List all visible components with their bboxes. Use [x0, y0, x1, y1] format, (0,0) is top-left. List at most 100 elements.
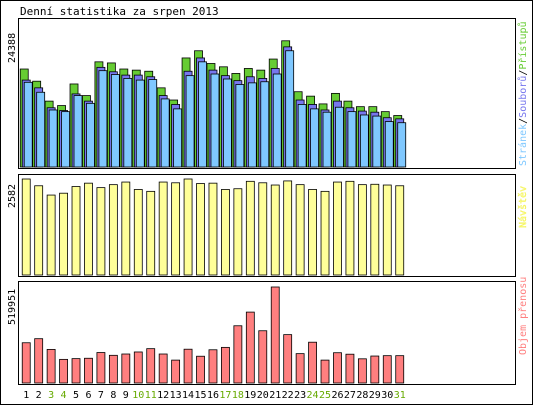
panel-frame-bottom	[18, 281, 516, 385]
x-tick-label: 8	[110, 390, 116, 401]
bar-pages	[310, 108, 319, 168]
bar-volume	[196, 355, 205, 384]
bar-volume	[84, 357, 93, 384]
bar-volume	[121, 353, 131, 384]
bar-visits	[382, 184, 392, 276]
bar-visits	[158, 181, 168, 276]
x-tick-label: 7	[98, 390, 104, 401]
bar-visits	[320, 190, 330, 276]
bar-visits	[146, 190, 156, 276]
bar-visits	[258, 182, 268, 276]
bar-pages	[297, 104, 307, 168]
x-axis-day-labels: 1 2 3 4 5 6 7 8 9 10 11 12 13 14 15 16 17 18 19 20 21 22 23 24 2…	[23, 390, 406, 401]
bar-pages	[347, 111, 357, 168]
x-tick-label: 13	[170, 390, 182, 401]
bar-volume	[258, 330, 268, 384]
legend-sep-1: /	[518, 118, 529, 124]
bar-visits	[283, 180, 293, 276]
legend-hits: Přístupů	[517, 21, 529, 69]
max-label-volume: 519951	[7, 289, 18, 325]
x-tick-label: 16	[207, 390, 219, 401]
bar-pages	[86, 102, 95, 168]
bar-visits	[370, 183, 380, 276]
bar-pages	[110, 74, 120, 168]
x-tick-label: 20	[257, 390, 269, 401]
bar-pages	[185, 75, 195, 168]
x-tick-label: 11	[145, 390, 157, 401]
bar-pages	[61, 111, 70, 168]
x-tick-label: 23	[294, 390, 306, 401]
bar-volume	[46, 348, 56, 384]
bar-volume	[221, 346, 230, 384]
bar-pages	[322, 111, 332, 168]
bar-volume	[71, 358, 81, 384]
panel-frame-top	[18, 18, 516, 169]
bar-pages	[198, 61, 207, 168]
bar-pages	[285, 50, 295, 168]
bar-visits	[133, 189, 143, 276]
bar-volume	[308, 341, 317, 384]
x-tick-label: 3	[48, 390, 54, 401]
bar-visits	[233, 188, 243, 276]
bar-pages	[235, 84, 245, 168]
bar-volume	[21, 342, 31, 384]
bar-visits	[245, 180, 255, 276]
bar-visits	[171, 182, 181, 276]
bar-pages	[372, 115, 382, 168]
bars-volume	[21, 286, 405, 384]
bars-visits	[21, 178, 405, 276]
legend-text-top: Stránek/Souborů/Přístupů	[517, 21, 529, 166]
bar-pages	[335, 106, 344, 168]
bar-visits	[46, 194, 56, 276]
bar-volume	[34, 338, 44, 384]
x-tick-label: 18	[232, 390, 244, 401]
bar-pages	[23, 81, 33, 168]
x-tick-label: 19	[244, 390, 256, 401]
legend-volume: Objem přenosu	[517, 277, 529, 355]
bar-visits	[21, 178, 31, 276]
bar-volume	[158, 353, 168, 384]
x-tick-label: 5	[73, 390, 79, 401]
x-tick-label: 27	[344, 390, 356, 401]
bars-hits-files-pages	[19, 40, 407, 168]
bar-volume	[96, 352, 106, 384]
bar-volume	[320, 359, 330, 384]
bar-volume	[245, 311, 255, 384]
panel-hits-files-pages: 24388 Stránek/Souborů/Přístupů	[7, 18, 529, 169]
max-label-hits: 24388	[7, 33, 18, 63]
bar-visits	[295, 184, 305, 276]
bar-visits	[308, 189, 317, 276]
bar-visits	[345, 180, 355, 276]
bar-pages	[260, 81, 270, 168]
bar-volume	[370, 355, 380, 384]
bar-pages	[123, 78, 133, 168]
bar-visits	[108, 184, 118, 276]
bar-pages	[73, 95, 83, 168]
bar-pages	[160, 98, 170, 168]
bar-pages	[223, 78, 232, 168]
bar-volume	[382, 355, 392, 384]
bar-pages	[397, 122, 407, 168]
x-tick-label: 9	[123, 390, 129, 401]
x-tick-label: 6	[85, 390, 91, 401]
bar-volume	[108, 354, 118, 384]
chart-title: Denní statistika za srpen 2013	[20, 5, 219, 18]
max-label-visits: 2582	[7, 184, 18, 208]
bar-pages	[210, 73, 220, 168]
bar-volume	[357, 358, 367, 384]
legend-visits: Návštěv	[517, 186, 529, 228]
x-tick-label: 14	[182, 390, 194, 401]
x-tick-label: 10	[132, 390, 144, 401]
x-tick-label: 31	[394, 390, 406, 401]
bar-visits	[71, 186, 81, 276]
bar-visits	[59, 192, 68, 276]
x-tick-label: 2	[36, 390, 42, 401]
bar-volume	[133, 351, 143, 384]
panel-visits: 2582 Návštěv	[7, 174, 529, 277]
bar-visits	[84, 182, 93, 276]
x-tick-label: 15	[194, 390, 206, 401]
bar-volume	[333, 352, 342, 384]
bar-pages	[173, 108, 183, 168]
bar-visits	[270, 184, 280, 276]
